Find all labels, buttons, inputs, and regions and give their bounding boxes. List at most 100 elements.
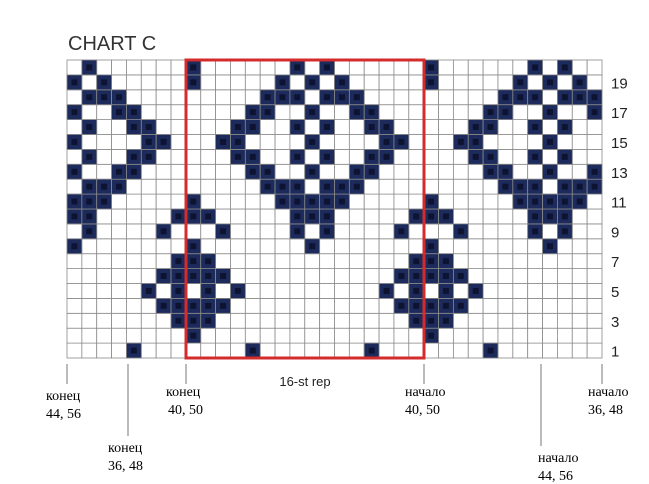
cell — [378, 327, 395, 344]
cell — [66, 119, 83, 135]
cell — [423, 283, 439, 299]
cell — [230, 297, 246, 314]
cell — [81, 74, 98, 91]
cell — [215, 59, 231, 76]
filled-cell-inner — [472, 153, 479, 160]
cell — [334, 148, 350, 165]
cell — [155, 208, 172, 225]
cell — [66, 59, 83, 76]
filled-cell-inner — [71, 79, 78, 86]
cell — [557, 312, 573, 329]
cell — [542, 223, 558, 240]
cell — [334, 327, 350, 344]
cell — [586, 283, 603, 299]
filled-cell-inner — [532, 124, 539, 131]
cell — [230, 59, 246, 76]
cell — [378, 223, 395, 240]
filled-cell-inner — [101, 183, 108, 190]
cell — [319, 342, 335, 359]
cell — [586, 59, 603, 76]
cell — [378, 59, 395, 76]
annotation: конец — [46, 389, 81, 404]
cell — [244, 238, 261, 255]
cell — [81, 268, 98, 284]
filled-cell-inner — [175, 273, 182, 280]
cell — [438, 178, 454, 195]
cell — [512, 134, 529, 150]
cell — [155, 253, 172, 269]
filled-cell-inner — [86, 153, 93, 160]
cell — [363, 283, 380, 299]
filled-cell-inner — [294, 153, 301, 160]
filled-cell-inner — [428, 258, 435, 265]
cell — [452, 74, 469, 91]
cell — [126, 59, 142, 76]
cell — [586, 74, 603, 91]
annotation: начало — [588, 385, 629, 400]
cell — [259, 119, 276, 135]
filled-cell-inner — [413, 287, 420, 294]
cell — [363, 89, 380, 106]
cell — [348, 134, 365, 150]
filled-cell-inner — [576, 94, 583, 101]
cell — [274, 59, 291, 76]
cell — [423, 89, 439, 106]
cell — [586, 238, 603, 255]
cell — [170, 104, 187, 120]
cell — [319, 327, 335, 344]
cell — [185, 119, 202, 135]
cell — [378, 253, 395, 269]
cell — [571, 297, 588, 314]
cell — [408, 89, 425, 106]
filled-cell-inner — [532, 153, 539, 160]
filled-cell-inner — [190, 198, 197, 205]
filled-cell-inner — [442, 302, 449, 309]
cell — [66, 89, 83, 106]
cell — [497, 283, 514, 299]
filled-cell-inner — [101, 94, 108, 101]
cell — [482, 74, 499, 91]
cell — [140, 59, 157, 76]
cell — [467, 104, 484, 120]
filled-cell-inner — [71, 168, 78, 175]
cell — [527, 253, 543, 269]
cell — [512, 238, 529, 255]
cell — [482, 297, 499, 314]
cell — [200, 238, 217, 255]
cell — [378, 342, 395, 359]
cell — [215, 312, 231, 329]
cell — [304, 148, 321, 165]
filled-cell-inner — [428, 213, 435, 220]
cell — [96, 238, 112, 255]
cell — [393, 312, 410, 329]
cell — [586, 148, 603, 165]
cell — [452, 208, 469, 225]
filled-cell-inner — [71, 213, 78, 220]
filled-cell-inner — [324, 228, 331, 235]
cell — [66, 342, 83, 359]
filled-cell-inner — [264, 168, 271, 175]
cell — [378, 312, 395, 329]
cell — [482, 327, 499, 344]
filled-cell-inner — [383, 287, 390, 294]
cell — [334, 208, 350, 225]
cell — [319, 74, 335, 91]
cell — [140, 312, 157, 329]
cell — [66, 253, 83, 269]
cell — [81, 342, 98, 359]
cell — [378, 268, 395, 284]
filled-cell-inner — [71, 243, 78, 250]
filled-cell-inner — [294, 198, 301, 205]
row-label: 11 — [611, 195, 627, 212]
filled-cell-inner — [383, 124, 390, 131]
cell — [438, 119, 454, 135]
cell — [408, 148, 425, 165]
cell — [348, 327, 365, 344]
filled-cell-inner — [353, 183, 360, 190]
cell — [170, 119, 187, 135]
cell — [334, 238, 350, 255]
cell — [497, 223, 514, 240]
cell — [527, 134, 543, 150]
filled-cell-inner — [561, 153, 568, 160]
cell — [542, 268, 558, 284]
